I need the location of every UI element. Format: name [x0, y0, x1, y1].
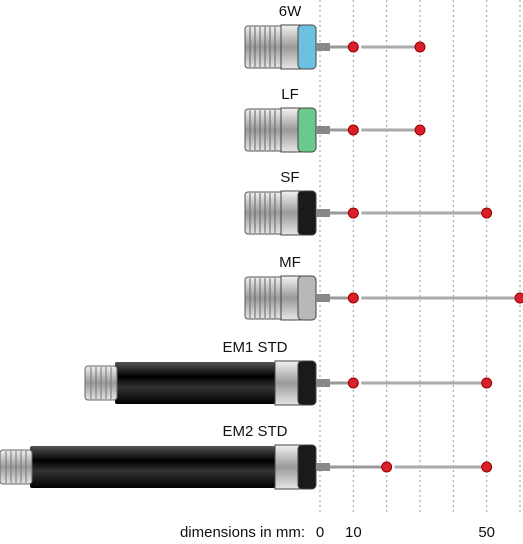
stylus-ball — [347, 124, 359, 136]
probe: LF — [244, 86, 426, 153]
tick-label: 50 — [478, 524, 495, 541]
module-body — [280, 275, 301, 321]
probe-label: MF — [279, 254, 301, 271]
probe-label: EM1 STD — [222, 339, 287, 356]
module-thread — [244, 191, 284, 235]
stylus-ball — [414, 41, 426, 53]
probe-label: LF — [281, 86, 299, 103]
stylus-ball — [481, 377, 493, 389]
stylus-ball — [347, 292, 359, 304]
tick-label: 10 — [345, 524, 362, 541]
extension-tube — [30, 446, 275, 488]
module-thread — [244, 276, 284, 320]
module-body — [274, 444, 301, 490]
extension-tube — [115, 362, 275, 404]
module-band — [297, 360, 317, 406]
tick-label: 0 — [316, 524, 324, 541]
module-thread — [244, 25, 284, 69]
module-band — [297, 190, 317, 236]
probes: 6W LF SF MF EM1 STD EM2 STD — [0, 3, 523, 490]
grid — [319, 0, 521, 515]
stylus-adaptor — [316, 43, 330, 51]
module-band — [297, 107, 317, 153]
stylus-ball — [414, 124, 426, 136]
stylus-adaptor — [316, 463, 330, 471]
probe: SF — [244, 169, 493, 236]
module-body — [280, 24, 301, 70]
probe: EM2 STD — [0, 423, 493, 490]
stylus-adaptor — [316, 126, 330, 134]
stylus-ball — [347, 207, 359, 219]
module-thread — [244, 108, 284, 152]
module-body — [280, 190, 301, 236]
stylus-ball — [514, 292, 523, 304]
stylus-adaptor — [316, 294, 330, 302]
probe: 6W — [244, 3, 426, 70]
stylus-ball — [347, 41, 359, 53]
module-band — [297, 24, 317, 70]
probe-label: EM2 STD — [222, 423, 287, 440]
probe: EM1 STD — [84, 339, 493, 406]
module-band — [297, 444, 317, 490]
module-band — [297, 275, 317, 321]
probe: MF — [244, 254, 523, 321]
module-body — [280, 107, 301, 153]
probe-label: 6W — [279, 3, 302, 20]
axis-label: dimensions in mm: — [180, 524, 305, 541]
module-body — [274, 360, 301, 406]
probe-label: SF — [280, 169, 299, 186]
stylus-adaptor — [316, 209, 330, 217]
stylus-ball — [481, 461, 493, 473]
stylus-ball — [381, 461, 393, 473]
stylus-ball — [481, 207, 493, 219]
stylus-adaptor — [316, 379, 330, 387]
stylus-ball — [347, 377, 359, 389]
